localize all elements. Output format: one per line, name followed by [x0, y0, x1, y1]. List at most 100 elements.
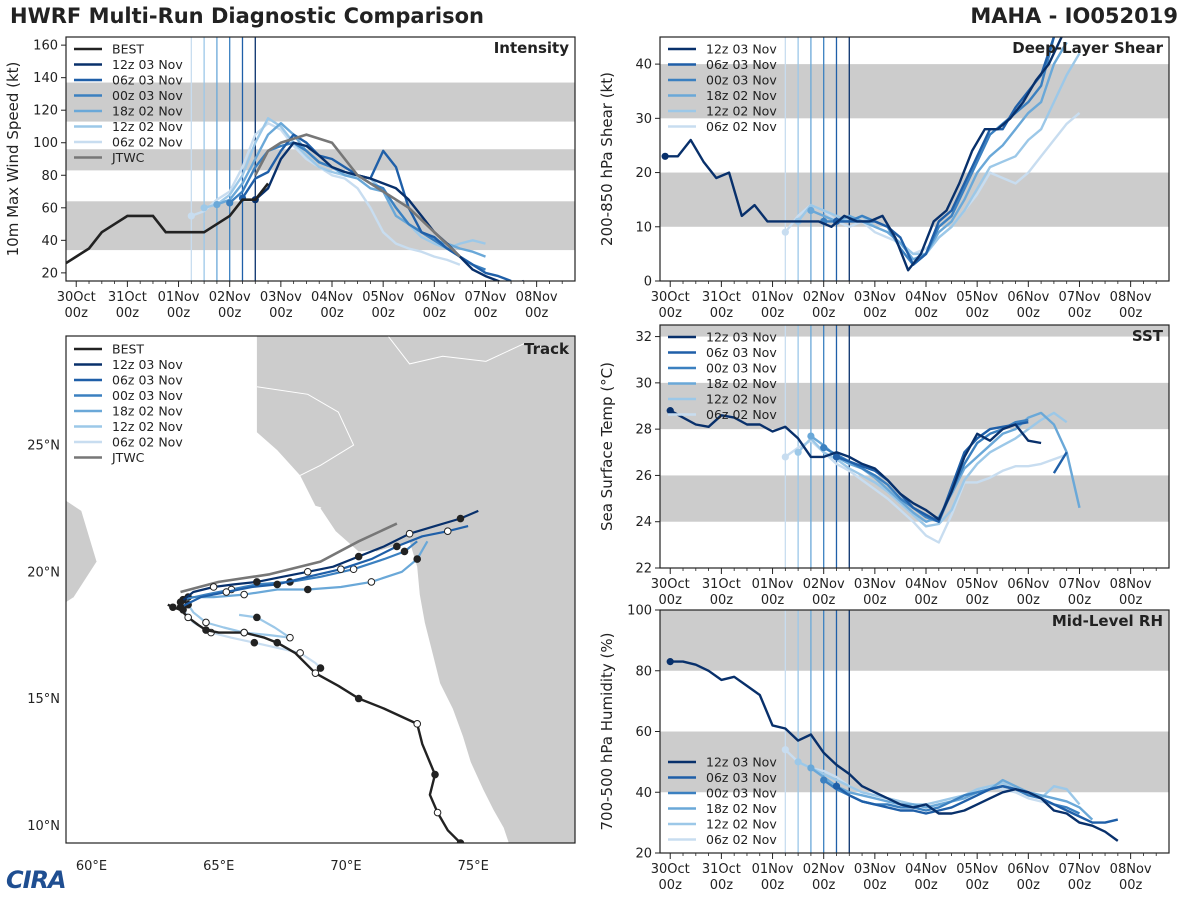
track-legend-label-1: 12z 03 Nov [112, 357, 183, 372]
rh-plot-area [660, 610, 1169, 853]
track-legend-label-0: BEST [112, 342, 144, 357]
intensity-panel: 30Oct00z31Oct00z01Nov00z02Nov00z03Nov00z… [4, 36, 576, 321]
shear-ytick-label-3: 30 [635, 112, 652, 127]
track-run-4-marker [253, 613, 261, 622]
shear-ytick-label-1: 10 [635, 220, 652, 235]
rh-panel: 30Oct00z31Oct00z01Nov00z02Nov00z03Nov00z… [598, 604, 1170, 893]
rh-xtick-label-8: 07Nov [1059, 862, 1101, 877]
shear-panel: 30Oct00z31Oct00z01Nov00z02Nov00z03Nov00z… [598, 36, 1170, 321]
rh-ytick-label-2: 60 [635, 725, 652, 740]
arabia-landmass [66, 500, 97, 603]
rh-ytick-label-3: 80 [635, 664, 652, 679]
intensity-xtick-sub-3: 00z [218, 306, 242, 321]
intensity-xtick-label-4: 03Nov [260, 290, 302, 305]
sst-ytick-label-4: 30 [635, 376, 652, 391]
track-best-marker [202, 626, 210, 634]
track-best-marker [413, 720, 422, 728]
shear-xtick-sub-4: 00z [863, 306, 887, 321]
intensity-legend-label-6: 06z 02 Nov [112, 135, 183, 150]
rh-xtick-sub-1: 00z [710, 878, 734, 893]
shear-ytick-label-2: 20 [635, 166, 652, 181]
track-run-3-marker [413, 555, 422, 563]
sst-legend-label-2: 00z 03 Nov [706, 361, 777, 376]
track-best-marker [456, 839, 465, 843]
shear-legend-label-0: 12z 03 Nov [706, 42, 777, 57]
track-legend-label-2: 06z 03 Nov [112, 373, 183, 388]
shear-legend-label-1: 06z 03 Nov [706, 57, 777, 72]
shear-ytick-label-0: 0 [644, 275, 652, 290]
intensity-ytick-label-0: 20 [41, 266, 58, 281]
rh-series-1 [835, 785, 1119, 824]
track-legend-label-6: 06z 02 Nov [112, 435, 183, 450]
shear-band-0 [660, 172, 1169, 227]
rh-init-dot-4 [794, 758, 802, 766]
shear-plot-area [660, 37, 1169, 281]
rh-series-0 [670, 660, 1119, 842]
shear-xtick-label-1: 31Oct [702, 290, 741, 305]
sst-legend-label-1: 06z 03 Nov [706, 345, 777, 360]
shear-ytick-label-4: 40 [635, 58, 652, 73]
intensity-legend-label-1: 12z 03 Nov [112, 57, 183, 72]
intensity-legend-label-0: BEST [112, 42, 144, 57]
rh-title: Mid-Level RH [1052, 612, 1163, 630]
rh-ylabel: 700-500 hPa Humidity (%) [598, 632, 616, 830]
sst-xtick-sub-8: 00z [1068, 593, 1092, 608]
track-run-1-marker [222, 588, 231, 596]
rh-xtick-sub-8: 00z [1068, 878, 1092, 893]
shear-xtick-label-8: 07Nov [1059, 290, 1101, 305]
shear-init-dot-0 [661, 152, 669, 160]
track-best-marker [354, 694, 363, 703]
shear-xtick-label-0: 30Oct [651, 290, 690, 305]
sst-legend-label-5: 06z 02 Nov [706, 407, 777, 422]
india-landmass [256, 336, 575, 843]
sst-legend-label-3: 18z 02 Nov [706, 376, 777, 391]
track-best-marker [433, 808, 442, 817]
intensity-legend-label-3: 00z 03 Nov [112, 88, 183, 103]
intensity-xtick-sub-1: 00z [116, 306, 140, 321]
intensity-legend-label-7: JTWC [111, 150, 145, 165]
rh-band-0 [660, 731, 1169, 793]
intensity-xtick-label-2: 01Nov [158, 290, 200, 305]
rh-ytick-label-0: 20 [635, 847, 652, 862]
rh-legend-label-1: 06z 03 Nov [706, 770, 777, 785]
track-run-0-marker [176, 598, 185, 606]
track-run-4 [187, 604, 292, 639]
country-border [256, 386, 355, 476]
shear-legend-label-4: 12z 02 Nov [706, 104, 777, 119]
track-legend-label-3: 00z 03 Nov [112, 388, 183, 403]
sst-ytick-label-1: 24 [635, 515, 652, 530]
rh-init-dot-5 [781, 746, 789, 754]
rh-init-dot-2 [820, 776, 828, 784]
intensity-legend-label-2: 06z 03 Nov [112, 73, 183, 88]
sst-xtick-label-5: 04Nov [905, 577, 947, 592]
intensity-xtick-label-0: 30Oct [57, 290, 96, 305]
rh-init-dot-3 [807, 764, 815, 772]
rh-xtick-sub-9: 00z [1119, 878, 1143, 893]
intensity-init-dot-2 [226, 199, 234, 207]
sst-xtick-label-9: 08Nov [1110, 577, 1152, 592]
track-run-0-marker [253, 578, 261, 586]
intensity-xtick-label-3: 02Nov [209, 290, 251, 305]
rh-legend-label-0: 12z 03 Nov [706, 755, 777, 770]
sst-series-0 [669, 409, 1042, 521]
intensity-ytick-label-2: 60 [41, 201, 58, 216]
intensity-ytick-label-5: 120 [33, 104, 58, 119]
track-best-marker [273, 638, 282, 647]
track-legend-label-7: JTWC [111, 450, 145, 465]
rh-legend-label-2: 00z 03 Nov [706, 786, 777, 801]
rh-xtick-label-6: 05Nov [956, 862, 998, 877]
shear-xtick-sub-0: 00z [659, 306, 683, 321]
shear-xtick-sub-6: 00z [965, 306, 989, 321]
track-run-1 [180, 525, 469, 609]
intensity-band-2 [66, 82, 575, 122]
shear-series-3 [810, 41, 1068, 261]
shear-xtick-label-9: 08Nov [1110, 290, 1152, 305]
track-run-1-marker [393, 542, 401, 551]
shear-xtick-sub-7: 00z [1017, 306, 1041, 321]
sst-panel: 30Oct00z31Oct00z01Nov00z02Nov00z03Nov00z… [598, 324, 1170, 608]
track-xtick-label-2: 70°E [330, 859, 361, 874]
shear-legend-label-2: 00z 03 Nov [706, 73, 777, 88]
intensity-xtick-label-7: 06Nov [413, 290, 455, 305]
track-xtick-label-0: 60°E [76, 859, 107, 874]
